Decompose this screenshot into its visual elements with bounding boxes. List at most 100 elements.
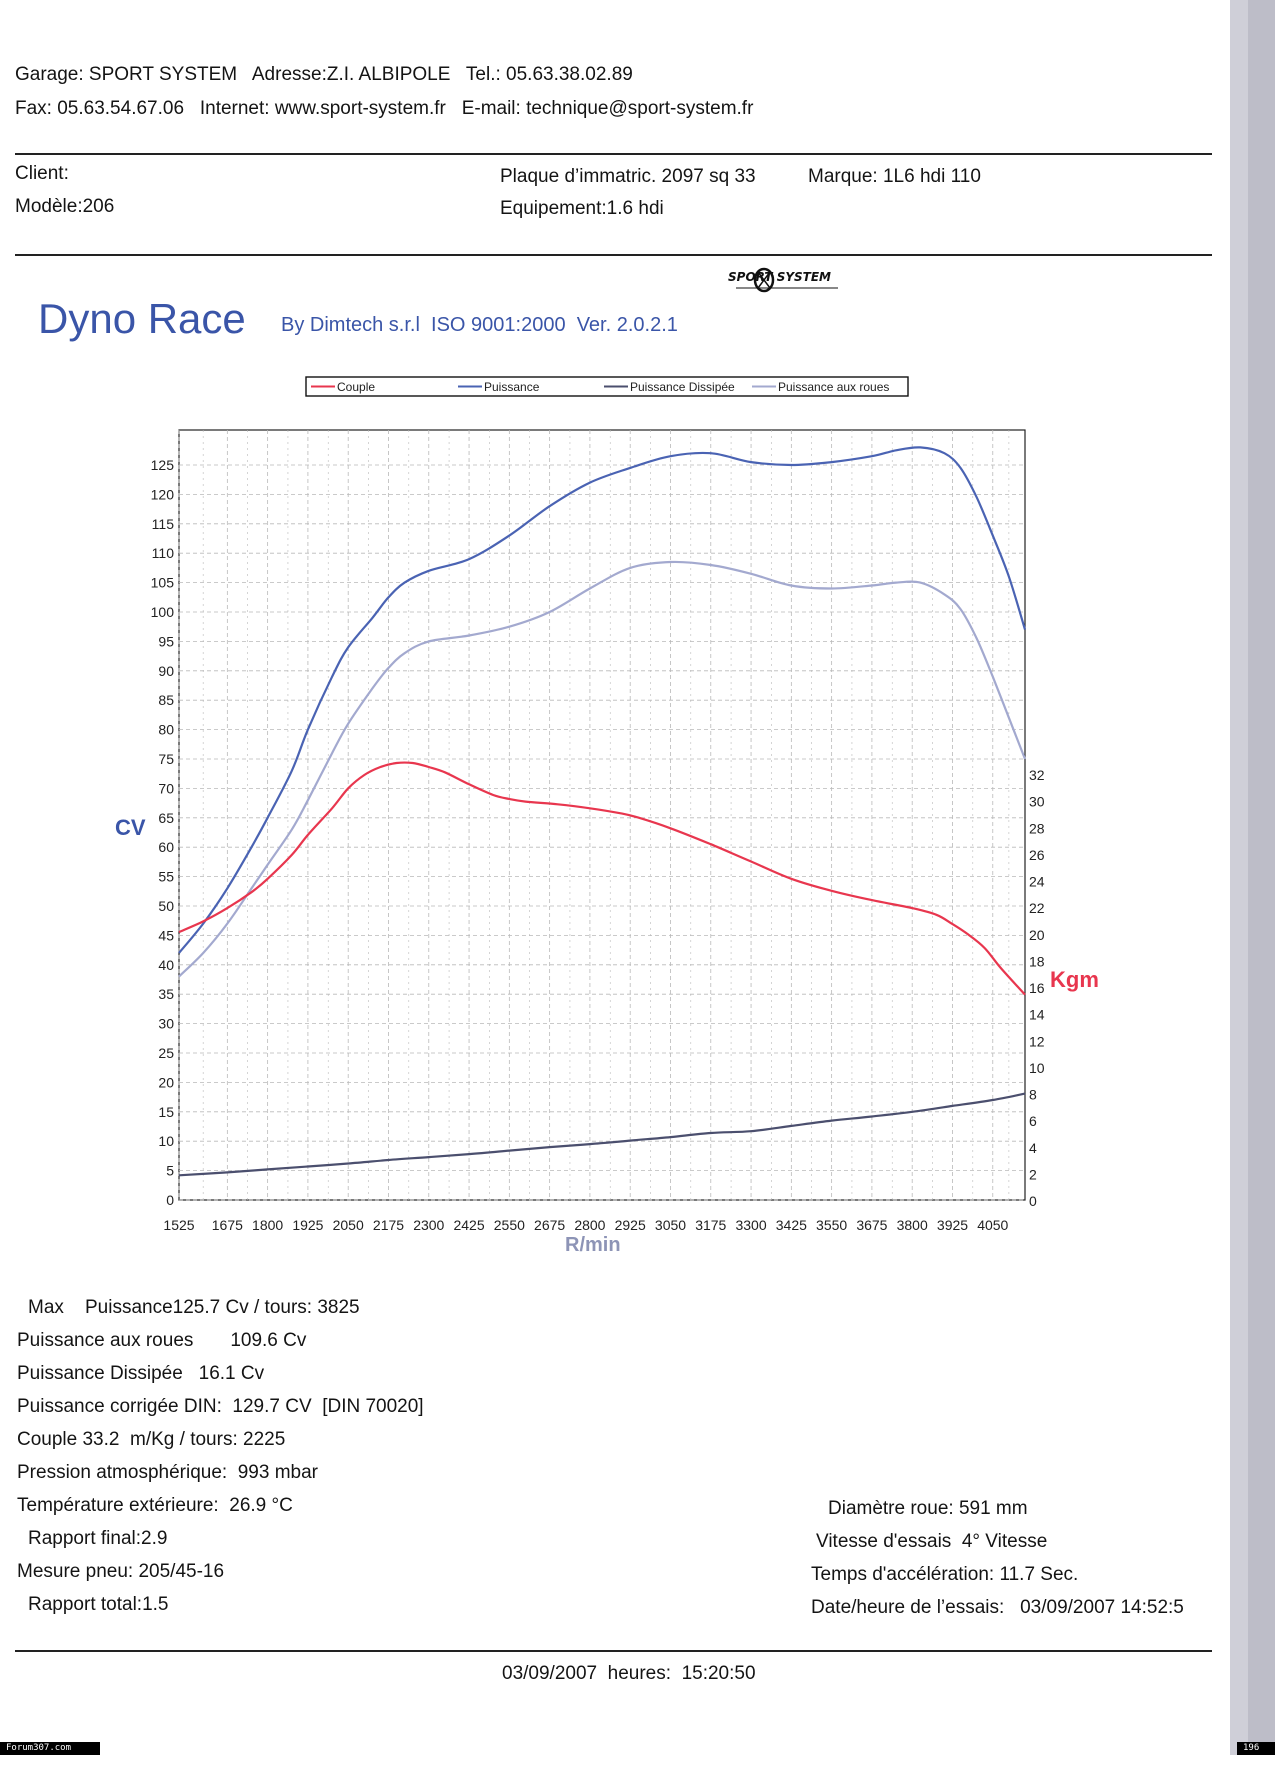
brand-label: Marque: 1L6 hdi 110 [808,166,981,187]
x-tick-label: 1525 [163,1217,194,1233]
logo-emblem-icon [736,267,838,293]
y-tick-label-left: 60 [158,839,174,855]
app-title: Dyno Race [38,295,246,342]
y-tick-label-left: 10 [158,1133,174,1149]
y-tick-label-right: 24 [1029,874,1045,890]
x-tick-label: 3425 [776,1217,807,1233]
diametre-roue: Diamètre roue: 591 mm [828,1498,1028,1519]
series-line-puissance [178,446,1027,954]
y-tick-label-right: 22 [1029,900,1045,916]
y-axis-right-label: Kgm [1050,967,1099,992]
y-tick-label-left: 120 [151,486,175,502]
y-tick-label-left: 95 [158,633,174,649]
divider [15,254,1212,256]
x-tick-label: 3050 [655,1217,686,1233]
model-label: Modèle:206 [15,196,115,217]
legend-label-puissance-dissipee: Puissance Dissipée [630,380,735,394]
x-tick-label: 4050 [977,1217,1008,1233]
x-tick-label: 2800 [574,1217,605,1233]
y-tick-label-left: 75 [158,751,174,767]
x-tick-label: 1800 [252,1217,283,1233]
y-tick-label-left: 115 [152,516,175,532]
y-tick-label-left: 45 [158,927,174,943]
y-tick-label-left: 125 [151,457,175,473]
y-tick-label-right: 16 [1029,980,1045,996]
app-subtitle: By Dimtech s.r.l ISO 9001:2000 Ver. 2.0.… [281,314,678,336]
y-tick-label-left: 0 [166,1192,174,1208]
legend-label-puissance-aux-roues: Puissance aux roues [778,380,889,394]
series-line-puissance-aux-roues [178,560,1027,978]
puissance-dissipee: Puissance Dissipée 16.1 Cv [17,1363,265,1384]
y-tick-label-left: 35 [158,986,174,1002]
x-tick-label: 2300 [413,1217,444,1233]
y-tick-label-left: 65 [158,810,174,826]
x-tick-label: 1675 [212,1217,243,1233]
x-axis-title: R/min [565,1234,621,1256]
x-tick-label: 3300 [735,1217,766,1233]
plot-area [178,429,1026,1201]
divider [15,153,1212,155]
x-tick-label: 2675 [534,1217,565,1233]
y-tick-label-left: 15 [158,1104,174,1120]
y-tick-label-right: 30 [1029,794,1045,810]
temperature-exterieure: Température extérieure: 26.9 °C [17,1495,293,1516]
y-tick-label-right: 6 [1029,1113,1037,1129]
x-tick-label: 3800 [897,1217,928,1233]
dyno-chart: 0510152025303540455055606570758085909510… [151,376,1045,1233]
equipment-label: Equipement:1.6 hdi [500,198,664,219]
client-label: Client: [15,163,69,184]
y-tick-label-left: 40 [158,957,174,973]
y-axis-left-label: CV [115,815,146,840]
rapport-final: Rapport final:2.9 [28,1528,168,1549]
vitesse-essais: Vitesse d'essais 4° Vitesse [816,1531,1048,1552]
series-line-puissance-dissipee [178,1092,1026,1177]
y-tick-label-left: 80 [158,722,174,738]
rapport-total: Rapport total:1.5 [28,1594,169,1615]
x-tick-label: 3925 [937,1217,968,1233]
x-tick-label: 3675 [856,1217,887,1233]
legend-label-couple: Couple [337,380,375,394]
garage-info-line: Garage: SPORT SYSTEM Adresse:Z.I. ALBIPO… [15,64,633,85]
print-timestamp: 03/09/2007 heures: 15:20:50 [502,1663,756,1684]
contact-info-line: Fax: 05.63.54.67.06 Internet: www.sport-… [15,98,754,119]
y-tick-label-left: 105 [151,575,175,591]
couple-max: Couple 33.2 m/Kg / tours: 2225 [17,1429,286,1450]
y-tick-label-left: 110 [152,545,175,561]
series-line-couple [178,761,1026,996]
puissance-corrigee: Puissance corrigée DIN: 129.7 CV [DIN 70… [17,1396,424,1417]
legend-label-puissance: Puissance [484,380,540,394]
y-tick-label-left: 70 [158,780,174,796]
pression-atmospherique: Pression atmosphérique: 993 mbar [17,1462,318,1483]
y-tick-label-right: 32 [1029,767,1045,783]
y-tick-label-right: 4 [1029,1140,1037,1156]
size-tag: 196 ko [1237,1742,1275,1766]
source-tag: Forum307.com [0,1742,100,1755]
x-tick-label: 2925 [615,1217,646,1233]
y-tick-label-left: 90 [158,663,174,679]
sport-system-logo: SPORT SYSTEM [728,266,844,296]
plate-label: Plaque d’immatric. 2097 sq 33 [500,166,756,187]
y-tick-label-right: 0 [1029,1193,1037,1209]
puissance-aux-roues: Puissance aux roues 109.6 Cv [17,1330,307,1351]
x-tick-label: 2050 [333,1217,364,1233]
divider [15,1650,1212,1652]
scan-edge-shadow [1248,0,1275,1755]
y-tick-label-left: 5 [166,1163,174,1179]
y-tick-label-right: 12 [1029,1033,1045,1049]
y-tick-label-left: 25 [158,1045,174,1061]
y-tick-label-right: 26 [1029,847,1045,863]
y-tick-label-right: 18 [1029,953,1045,969]
x-tick-label: 3550 [816,1217,847,1233]
x-tick-label: 1925 [292,1217,323,1233]
y-tick-label-right: 20 [1029,927,1045,943]
y-tick-label-left: 85 [158,692,174,708]
temps-acceleration: Temps d'accélération: 11.7 Sec. [811,1564,1079,1585]
y-tick-label-left: 55 [158,869,174,885]
y-tick-label-left: 30 [158,1016,174,1032]
x-tick-label: 2425 [453,1217,484,1233]
y-tick-label-left: 100 [151,604,175,620]
x-tick-label: 2550 [494,1217,525,1233]
y-tick-label-right: 8 [1029,1087,1037,1103]
mesure-pneu: Mesure pneu: 205/45-16 [17,1561,225,1582]
y-tick-label-left: 20 [158,1074,174,1090]
